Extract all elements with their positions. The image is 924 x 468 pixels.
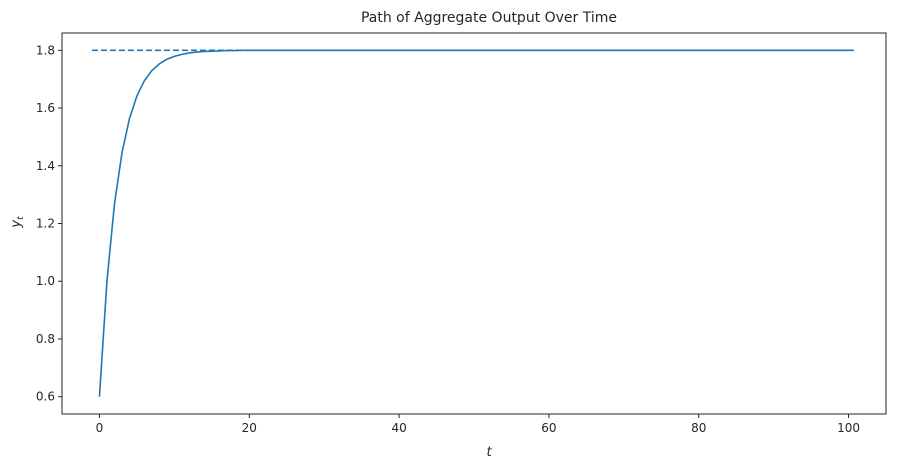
x-tick-label: 20: [242, 421, 257, 435]
y-axis-label-main: y: [9, 220, 24, 229]
x-tick-label: 60: [541, 421, 556, 435]
y-tick-label: 1.6: [36, 101, 55, 115]
output-path-line: [98, 49, 849, 397]
y-tick-label: 1.8: [36, 43, 55, 57]
x-axis-ticks: 0 20 40 60 80 100: [96, 414, 860, 435]
plot-frame: [61, 32, 887, 415]
x-axis-label: t: [486, 445, 492, 460]
chart-title: Path of Aggregate Output Over Time: [361, 10, 617, 26]
y-tick-label: 0.8: [36, 332, 55, 346]
x-tick-label: 100: [837, 421, 860, 435]
y-tick-label: 0.6: [36, 390, 55, 404]
y-axis-label-sub: t: [16, 216, 26, 220]
y-tick-label: 1.0: [36, 274, 55, 288]
plot-area: [61, 32, 887, 415]
x-tick-label: 0: [96, 421, 104, 435]
x-tick-label: 80: [691, 421, 706, 435]
y-axis-ticks: 0.6 0.8 1.0 1.2 1.4 1.6 1.8: [36, 43, 62, 404]
y-tick-label: 1.4: [36, 159, 55, 173]
x-tick-label: 40: [391, 421, 406, 435]
y-tick-label: 1.2: [36, 217, 55, 231]
y-axis-label: yt: [9, 216, 26, 229]
